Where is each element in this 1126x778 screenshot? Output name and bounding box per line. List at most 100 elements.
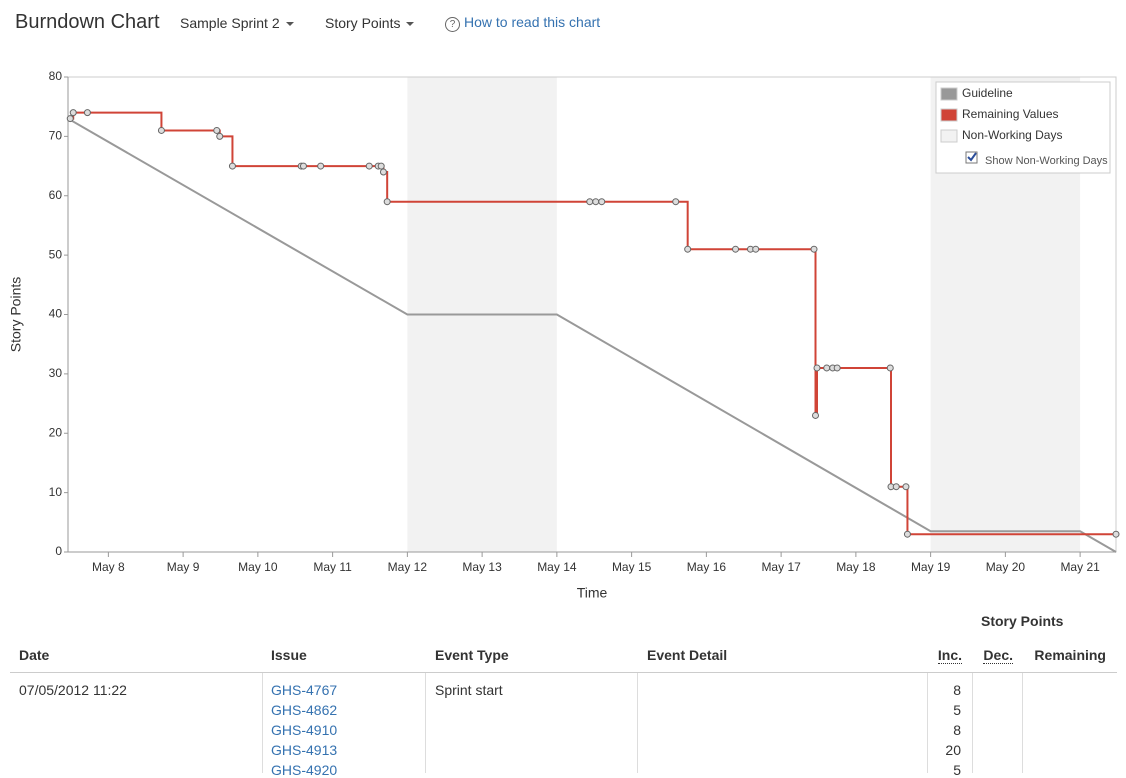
data-point (379, 168, 387, 176)
x-axis-title: Time (577, 585, 608, 601)
data-point (813, 364, 821, 372)
data-point (892, 483, 900, 491)
x-tick-label: May 11 (313, 560, 352, 574)
inc-cell: 5 (953, 762, 961, 778)
data-point (752, 245, 760, 253)
col-sep (637, 673, 638, 773)
x-tick-label: May 8 (92, 560, 125, 574)
data-point (903, 530, 911, 538)
legend-box (935, 81, 1111, 174)
sprint-label: Sample Sprint 2 (180, 15, 280, 31)
inc-cell: 8 (953, 682, 961, 698)
legend-toggle-label: Show Non-Working Days (985, 155, 1108, 167)
column-header: Remaining (1034, 647, 1106, 663)
data-point (228, 162, 236, 170)
y-tick-label: 30 (49, 366, 63, 380)
data-point (810, 245, 818, 253)
x-tick-label: May 21 (1060, 560, 1100, 574)
inc-cell: 20 (945, 742, 961, 758)
y-tick-label: 20 (49, 425, 63, 439)
x-tick-label: May 14 (537, 560, 577, 574)
x-tick-label: May 16 (687, 560, 727, 574)
issue-link[interactable]: GHS-4913 (271, 742, 338, 758)
x-tick-label: May 9 (167, 560, 200, 574)
checkbox-tick (967, 152, 977, 162)
y-tick-label: 40 (49, 307, 63, 321)
col-sep (972, 673, 973, 773)
data-point (213, 126, 221, 134)
col-sep (262, 673, 263, 773)
statistic-select[interactable]: Story Points (325, 15, 415, 31)
legend-label: Guideline (962, 86, 1013, 100)
data-point (833, 364, 841, 372)
group-header: Story Points (981, 613, 1064, 629)
statistic-label: Story Points (325, 15, 401, 31)
col-sep (927, 673, 928, 773)
x-tick-label: May 18 (836, 560, 876, 574)
column-header-text: Date (19, 647, 50, 663)
column-header: Event Type (435, 647, 509, 663)
issue-link[interactable]: GHS-4910 (271, 722, 338, 738)
header-rule (10, 672, 1117, 673)
issue-link[interactable]: GHS-4920 (271, 762, 338, 778)
event-type-cell: Sprint start (435, 682, 503, 698)
column-header-text: Inc. (937, 647, 962, 664)
y-tick-label: 0 (55, 544, 62, 558)
data-point (812, 411, 820, 419)
page-title: Burndown Chart (15, 11, 160, 33)
sprint-select[interactable]: Sample Sprint 2 (180, 15, 294, 31)
issue-link[interactable]: GHS-4767 (271, 682, 338, 698)
x-tick-label: May 17 (761, 560, 801, 574)
y-tick-label: 50 (49, 247, 63, 261)
data-point (902, 483, 910, 491)
legend-checkbox[interactable] (965, 151, 978, 164)
data-point (586, 198, 594, 206)
column-header: Inc. (937, 647, 962, 664)
chart: 0 10 20 30 40 50 60 70 80 May 8 May 9 May 10 May 11 M… (8, 69, 1120, 601)
data-point (684, 245, 692, 253)
y-tick-label: 60 (49, 188, 63, 202)
column-header: Event Detail (647, 647, 727, 663)
column-header: Issue (271, 647, 307, 663)
column-header-text: Issue (271, 647, 307, 663)
data-point (157, 126, 165, 134)
col-sep (1022, 673, 1023, 773)
data-point (317, 162, 325, 170)
x-tick-label: May 12 (388, 560, 428, 574)
y-tick-label: 10 (49, 485, 63, 499)
data-point (732, 245, 740, 253)
data-point (598, 198, 606, 206)
data-point (299, 162, 307, 170)
data-point (672, 198, 680, 206)
column-header-text: Dec. (983, 647, 1013, 664)
legend-swatch (940, 87, 958, 101)
y-tick-label: 70 (49, 129, 63, 143)
column-header: Date (19, 647, 49, 663)
x-tick-label: May 13 (462, 560, 502, 574)
col-sep (425, 673, 426, 773)
help-text: How to read this chart (464, 14, 601, 30)
data-point (592, 198, 600, 206)
column-header: Dec. (983, 647, 1013, 664)
inc-cell: 5 (953, 702, 961, 718)
x-tick-label: May 19 (911, 560, 951, 574)
y-tick-label: 80 (49, 69, 63, 83)
data-point (216, 132, 224, 140)
data-point (365, 162, 373, 170)
column-header-text: Event Type (435, 647, 509, 663)
inc-cell: 8 (953, 722, 961, 738)
x-tick-label: May 20 (986, 560, 1026, 574)
legend-label: Remaining Values (962, 107, 1059, 121)
legend-swatch (940, 129, 958, 143)
x-tick-label: May 15 (612, 560, 652, 574)
issue-link[interactable]: GHS-4862 (271, 702, 338, 718)
data-point (823, 364, 831, 372)
help-link[interactable]: ? How to read this chart (445, 14, 600, 32)
column-header-text: Event Detail (647, 647, 728, 663)
legend-label: Non-Working Days (962, 128, 1062, 142)
data-point (83, 109, 91, 117)
data-point (377, 162, 385, 170)
data-point (1112, 530, 1120, 538)
x-tick-label: May 10 (238, 560, 278, 574)
